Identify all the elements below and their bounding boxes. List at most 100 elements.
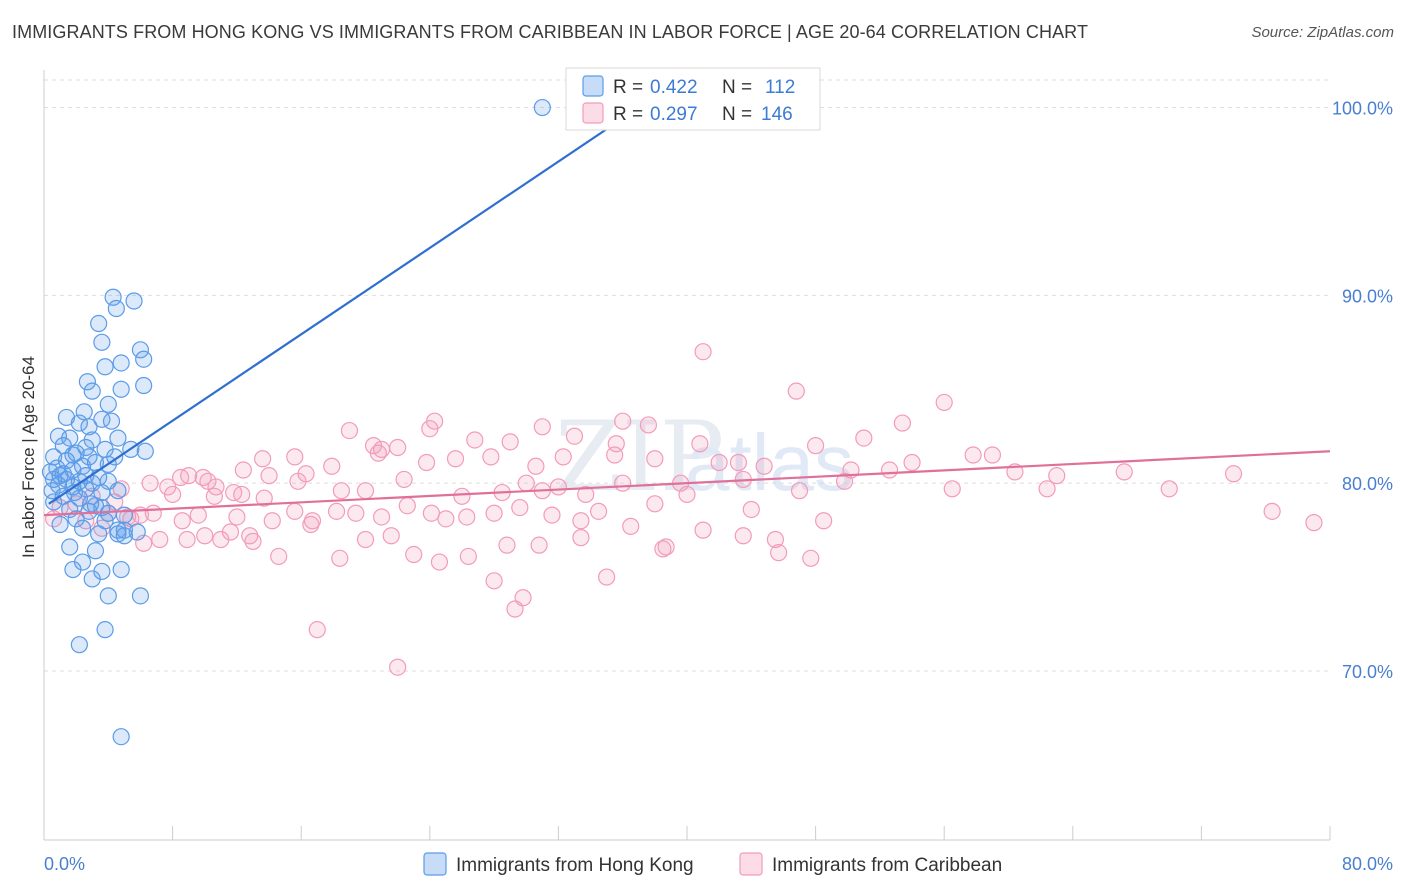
- caribbean-trend-line: [43, 450, 1331, 517]
- x-tick-label: 0.0%: [44, 854, 85, 874]
- caribbean-point: [694, 343, 712, 361]
- caribbean-point: [1224, 465, 1243, 483]
- caribbean-point: [766, 530, 785, 549]
- caribbean-point: [196, 527, 214, 545]
- legend-swatch-hongkong: [582, 75, 604, 97]
- hongkong-point: [107, 299, 125, 318]
- caribbean-point: [501, 433, 519, 451]
- caribbean-point: [173, 512, 191, 530]
- caribbean-point: [572, 529, 590, 547]
- y-tick-label: 70.0%: [1342, 662, 1393, 682]
- caribbean-point: [485, 572, 503, 590]
- caribbean-point: [742, 500, 760, 519]
- source-credit: Source: ZipAtlas.com: [1251, 24, 1394, 41]
- caribbean-point: [880, 461, 899, 479]
- bottom-legend-label-hongkong: Immigrants from Hong Kong: [456, 855, 694, 876]
- caribbean-point: [815, 512, 833, 530]
- caribbean-point: [514, 589, 532, 607]
- caribbean-point: [263, 512, 281, 530]
- caribbean-point: [835, 472, 854, 490]
- hongkong-point: [67, 510, 85, 528]
- hongkong-point: [41, 463, 60, 481]
- hongkong-point: [112, 728, 130, 746]
- legend-n-value-2: 146: [761, 104, 793, 125]
- top-legend: R = 0.422 N = 112 R = 0.297 N = 146: [565, 67, 821, 131]
- caribbean-point: [331, 549, 349, 567]
- caribbean-point: [639, 416, 658, 434]
- caribbean-point: [572, 512, 590, 530]
- caribbean-point: [770, 544, 788, 562]
- caribbean-point: [554, 448, 572, 466]
- hongkong-point: [128, 523, 146, 541]
- caribbean-point: [369, 444, 387, 462]
- caribbean-point: [935, 393, 953, 412]
- legend-n-label-1: N =: [722, 77, 752, 98]
- caribbean-point: [437, 510, 455, 528]
- chart-title: IMMIGRANTS FROM HONG KONG VS IMMIGRANTS …: [12, 22, 1089, 42]
- caribbean-point: [517, 474, 535, 492]
- legend-r-value-1: 0.422: [650, 77, 698, 98]
- hongkong-point: [83, 382, 101, 400]
- caribbean-point: [903, 453, 921, 472]
- hongkong-point: [135, 376, 153, 395]
- legend-n-label-2: N =: [722, 104, 752, 125]
- hongkong-point: [49, 427, 68, 445]
- caribbean-point: [207, 478, 225, 496]
- caribbean-point: [356, 530, 375, 549]
- legend-swatch-caribbean: [582, 102, 604, 124]
- caribbean-point: [372, 508, 391, 526]
- caribbean-point: [533, 418, 551, 436]
- caribbean-point: [589, 502, 608, 520]
- caribbean-point: [255, 489, 273, 507]
- hongkong-point: [109, 525, 127, 543]
- bottom-legend-swatch-caribbean: [739, 852, 763, 876]
- hongkong-point: [125, 292, 143, 310]
- caribbean-point: [340, 421, 359, 440]
- caribbean-point: [543, 506, 561, 524]
- caribbean-point: [694, 521, 712, 539]
- caribbean-point: [790, 482, 809, 500]
- caribbean-point: [710, 453, 728, 472]
- caribbean-point: [422, 504, 441, 522]
- hongkong-point: [77, 438, 95, 457]
- caribbean-point: [332, 482, 350, 500]
- hongkong-point: [43, 482, 61, 500]
- y-axis-label: In Labor Force | Age 20-64: [19, 356, 38, 558]
- caribbean-point: [802, 549, 820, 567]
- caribbean-point: [983, 446, 1002, 464]
- watermark-zip: ZIP: [555, 401, 724, 513]
- legend-r-value-2: 0.297: [650, 104, 698, 125]
- caribbean-point: [234, 461, 252, 479]
- hongkong-point: [73, 519, 92, 537]
- hongkong-point: [533, 98, 551, 117]
- caribbean-point: [482, 448, 500, 466]
- hongkong-point: [83, 570, 101, 588]
- caribbean-point: [389, 658, 407, 676]
- caribbean-point: [893, 414, 912, 432]
- caribbean-point: [308, 621, 326, 639]
- caribbean-point: [159, 478, 177, 496]
- caribbean-point: [646, 450, 664, 468]
- caribbean-point: [289, 472, 307, 490]
- hongkong-point: [99, 395, 117, 413]
- watermark: ZIP atlas: [555, 401, 854, 513]
- trend-lines: [43, 106, 1331, 517]
- caribbean-point: [614, 412, 632, 430]
- caribbean-point: [606, 446, 624, 464]
- hongkong-point: [131, 341, 150, 359]
- hongkong-point: [102, 412, 121, 430]
- hongkong-point: [90, 314, 108, 333]
- hongkong-point: [112, 560, 130, 579]
- hongkong-point: [99, 587, 117, 605]
- caribbean-point: [405, 545, 423, 564]
- hongkong-point: [67, 444, 85, 462]
- legend-r-label-2: R =: [613, 104, 643, 125]
- hongkong-point: [61, 538, 79, 556]
- caribbean-point: [614, 474, 632, 492]
- legend-box: [565, 67, 821, 131]
- caribbean-point: [430, 553, 449, 571]
- hongkong-point: [70, 636, 88, 654]
- caribbean-point: [254, 450, 272, 468]
- caribbean-point: [458, 508, 476, 526]
